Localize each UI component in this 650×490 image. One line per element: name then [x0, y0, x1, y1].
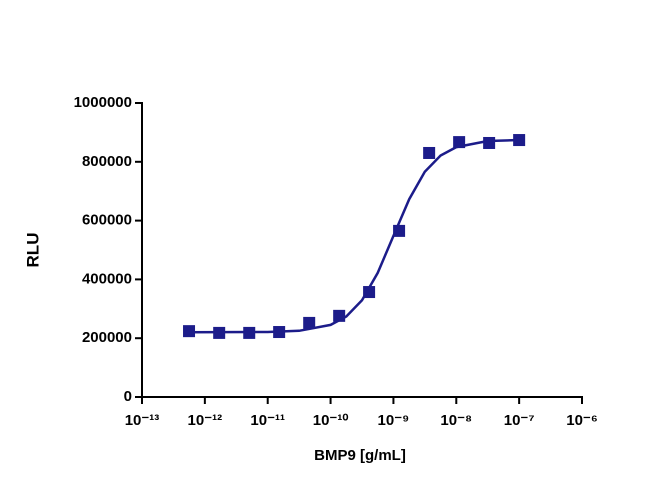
y-axis-label: RLU — [23, 233, 42, 268]
x-axis-label: BMP9 [g/mL] — [314, 447, 406, 464]
data-point — [483, 136, 496, 149]
x-tick-label: 10⁻⁸ — [440, 412, 472, 429]
data-point — [273, 326, 286, 339]
x-tick-label: 10⁻⁷ — [504, 412, 535, 429]
fit-curve — [185, 138, 520, 334]
y-tick-label: 1000000 — [74, 94, 132, 111]
y-tick-label: 400000 — [82, 270, 132, 287]
y-tick-label: 0 — [124, 388, 132, 405]
data-point — [423, 146, 436, 159]
data-point — [393, 224, 406, 237]
data-point — [363, 286, 376, 299]
x-tick-label: 10⁻¹³ — [125, 412, 160, 429]
data-point — [213, 326, 226, 339]
x-tick-label: 10⁻⁹ — [378, 412, 410, 429]
x-tick-label: 10⁻¹⁰ — [313, 412, 349, 429]
data-point — [453, 136, 466, 149]
data-point — [333, 309, 346, 322]
x-tick-label: 10⁻¹¹ — [250, 412, 285, 429]
y-tick-label: 800000 — [82, 153, 132, 170]
data-point — [183, 325, 196, 338]
y-tick-label: 600000 — [82, 212, 132, 229]
x-tick-label: 10⁻⁶ — [566, 412, 598, 429]
y-tick-label: 200000 — [82, 329, 132, 346]
data-point — [303, 316, 316, 329]
data-point — [513, 134, 526, 147]
x-tick-label: 10⁻¹² — [188, 412, 223, 429]
data-point — [243, 326, 256, 339]
